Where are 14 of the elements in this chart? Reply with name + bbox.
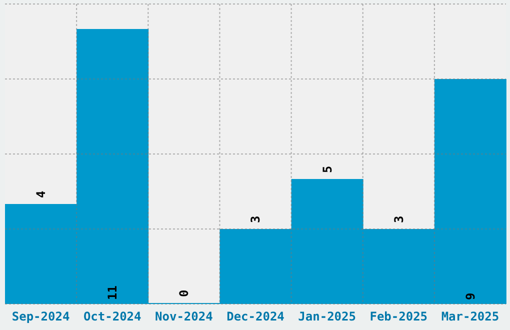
data-label: 3 — [248, 216, 263, 223]
x-tick-label: Feb-2025 — [370, 310, 428, 324]
data-label: 11 — [106, 286, 120, 300]
x-tick-label: Oct-2024 — [83, 310, 142, 324]
x-tick-label: Mar-2025 — [441, 310, 500, 324]
x-tick-label: Sep-2024 — [12, 310, 70, 324]
x-tick-label: Dec-2024 — [226, 310, 284, 324]
data-label: 4 — [34, 190, 48, 198]
data-label: 5 — [320, 166, 334, 173]
data-label: 9 — [463, 292, 478, 300]
x-tick-label: Jan-2025 — [298, 310, 356, 324]
data-label: 0 — [177, 290, 192, 297]
data-label: 3 — [392, 216, 406, 223]
x-tick-label: Nov-2024 — [155, 310, 213, 324]
